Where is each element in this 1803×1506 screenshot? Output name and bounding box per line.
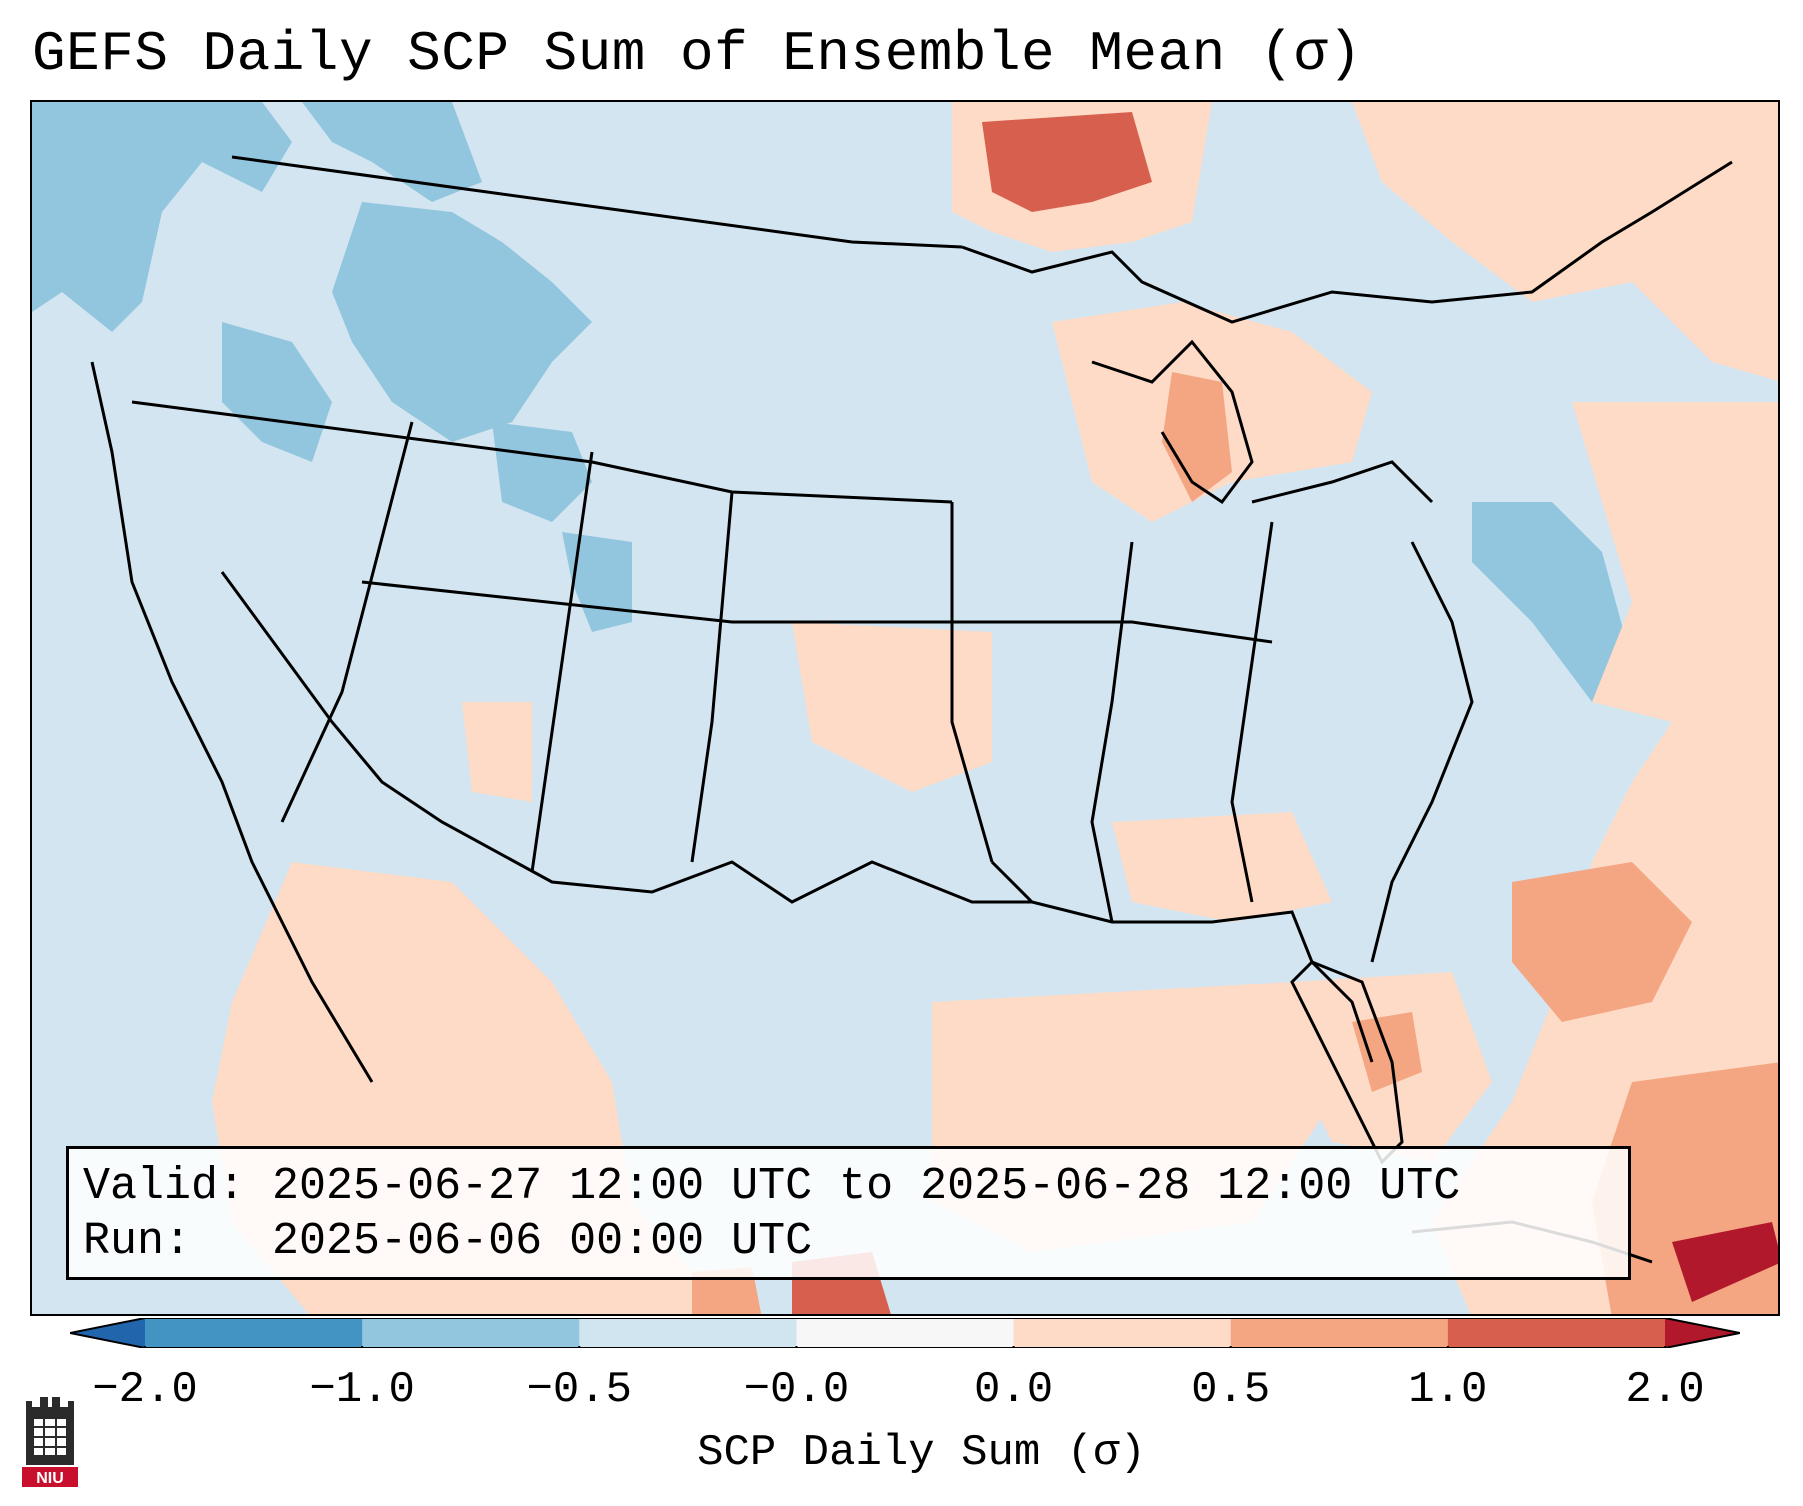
colorado-newmexico-border	[690, 491, 734, 863]
atlantic-mid	[1512, 862, 1692, 1022]
colorbar-segment	[579, 1318, 797, 1348]
gulf-coast	[990, 860, 1374, 1063]
colorbar-segment	[145, 1318, 363, 1348]
oregon-area	[222, 322, 332, 462]
colorbar	[70, 1318, 1740, 1348]
colorbar-tick-label: 1.0	[1408, 1365, 1488, 1415]
washington-area	[302, 102, 482, 202]
plains-east-border	[950, 502, 994, 863]
southeast-area	[1112, 812, 1332, 922]
run-label: Run:	[83, 1216, 192, 1267]
colorbar-label-text: SCP Daily Sum (σ)	[697, 1428, 1146, 1478]
utah-area	[562, 532, 632, 632]
colorbar-tick-label: −1.0	[309, 1365, 415, 1415]
us-canada-border-west	[231, 155, 963, 249]
colorbar-segment	[362, 1318, 580, 1348]
valid-row: Valid: 2025-06-27 12:00 UTC to 2025-06-2…	[83, 1159, 1614, 1214]
utah-arizona-border	[530, 451, 594, 873]
us-canada-border-east	[961, 160, 1733, 324]
colorbar-extend-low	[70, 1318, 145, 1348]
colorbar-tick-label: 2.0	[1625, 1365, 1705, 1415]
wyoming-area	[492, 422, 592, 522]
kansas-area	[792, 622, 992, 792]
california-nevada-border	[280, 421, 414, 823]
northern-tier-line	[131, 400, 953, 504]
quebec-area	[1352, 102, 1778, 381]
lake-erie-ontario-outline	[1251, 460, 1434, 504]
valid-label: Valid:	[83, 1161, 246, 1212]
colorbar-segment	[1230, 1318, 1449, 1348]
hispaniola-strong	[1672, 1222, 1778, 1302]
colorbar-segment	[796, 1318, 1015, 1348]
colorbar-tick-label: −0.5	[526, 1365, 633, 1415]
niu-castle-logo-icon: NIU	[22, 1397, 78, 1487]
north-ontario-strong	[982, 112, 1152, 212]
central-latitude-line	[361, 580, 1273, 644]
colorbar-tick-label: −2.0	[92, 1365, 198, 1415]
us-mexico-border	[220, 571, 1032, 904]
atlantic-coast	[1370, 541, 1474, 963]
mid-atlantic-area	[1472, 502, 1632, 702]
colorbar-tick-label: 0.5	[1191, 1365, 1271, 1415]
colorbar-label: SCP Daily Sum (σ)	[0, 1428, 1803, 1478]
pacific-coast	[90, 361, 374, 1083]
political-borders	[90, 155, 1733, 1083]
great-lakes-outline	[1091, 339, 1254, 505]
chart-title: GEFS Daily SCP Sum of Ensemble Mean (σ)	[32, 22, 1363, 86]
colorbar-tick-label: 0.0	[973, 1365, 1054, 1415]
logo-text: NIU	[36, 1470, 64, 1487]
alabama-georgia-line	[1230, 521, 1274, 903]
nevada-area	[462, 702, 532, 802]
lake-michigan-area	[1162, 372, 1232, 502]
map-canvas	[32, 102, 1778, 1314]
map-panel	[30, 100, 1780, 1316]
colorbar-segment	[1013, 1318, 1232, 1348]
run-row: Run: 2025-06-06 00:00 UTC	[83, 1214, 1614, 1269]
mississippi-line	[1090, 541, 1134, 923]
pacific-nw-offshore-area	[32, 102, 292, 332]
run-value: 2025-06-06 00:00 UTC	[272, 1216, 813, 1267]
idaho-area	[332, 202, 592, 442]
colorbar-segment	[1447, 1318, 1666, 1348]
valid-run-info-box: Valid: 2025-06-27 12:00 UTC to 2025-06-2…	[66, 1146, 1631, 1280]
colorbar-tick-label: −0.0	[743, 1365, 850, 1415]
colorbar-extend-high	[1665, 1318, 1740, 1348]
valid-value: 2025-06-27 12:00 UTC to 2025-06-28 12:00…	[272, 1161, 1461, 1212]
